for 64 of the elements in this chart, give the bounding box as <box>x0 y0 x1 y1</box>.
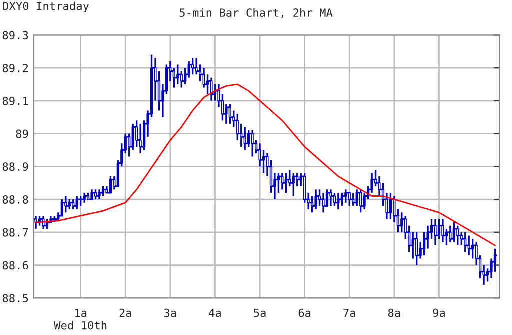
candlestick <box>138 123 143 154</box>
x-tick-label: 6a <box>298 308 311 318</box>
x-tick-label: 4a <box>209 308 221 318</box>
candlestick <box>314 188 318 210</box>
x-tick-label: 9a <box>433 308 445 318</box>
y-tick-label: 89.3 <box>2 31 28 40</box>
line-series <box>35 84 496 246</box>
candlestick <box>209 77 214 102</box>
candlestick <box>90 188 94 200</box>
candlestick <box>452 222 456 244</box>
candlestick <box>67 198 72 210</box>
x-tick-label: 1a Wed 10th <box>54 308 107 330</box>
candlestick <box>291 172 296 198</box>
candlestick <box>108 176 113 194</box>
y-tick-label: 88.9 <box>2 162 28 172</box>
candlestick <box>340 192 344 207</box>
candlestick <box>388 192 393 220</box>
candlestick <box>41 215 46 230</box>
candlestick <box>456 224 460 246</box>
x-tick-label: 3a <box>164 308 176 318</box>
candlestick <box>328 188 334 207</box>
candlestick <box>332 192 337 207</box>
candlestick <box>34 215 38 230</box>
candlestick <box>74 195 80 210</box>
candlestick <box>358 188 364 214</box>
candlestick <box>440 218 446 244</box>
candlestick <box>71 198 76 210</box>
y-tick-label: 88.7 <box>2 228 28 237</box>
candlestick <box>97 188 102 200</box>
candlestick <box>344 188 348 204</box>
x-tick-label: 8a <box>388 308 400 318</box>
candlestick <box>466 234 472 256</box>
candlestick <box>448 224 453 244</box>
candlestick <box>176 64 180 86</box>
candlestick <box>190 57 196 76</box>
candlestick <box>433 218 438 246</box>
candlestick <box>414 232 420 266</box>
candlestick <box>82 192 87 204</box>
candlestick <box>64 195 68 214</box>
candlestick <box>321 192 326 214</box>
candlestick <box>228 103 232 125</box>
y-tick-label: 89.1 <box>2 96 28 106</box>
candlestick <box>336 192 341 210</box>
y-tick-label: 88.6 <box>2 261 28 270</box>
candlestick <box>280 172 285 191</box>
y-tick-label: 88.5 <box>2 294 28 303</box>
y-tick-label: 88.8 <box>2 196 28 204</box>
candlestick <box>250 130 255 158</box>
y-tick-label: 89.2 <box>2 64 28 72</box>
chart-title: 5-min Bar Chart, 2hr MA <box>180 8 333 18</box>
candlestick <box>463 232 468 253</box>
candlestick <box>101 186 106 198</box>
candlestick <box>94 188 98 200</box>
x-tick-label: 5a <box>254 308 266 318</box>
candlestick <box>242 126 248 152</box>
x-tick-label: 7a <box>344 308 356 318</box>
x-tick-label: 2a <box>120 308 132 318</box>
candlestick <box>60 198 64 217</box>
candlestick <box>86 192 90 200</box>
candlestick <box>284 172 288 194</box>
y-tick-label: 89 <box>16 130 28 138</box>
text: DXY0 Intraday <box>3 2 90 12</box>
candlestick <box>351 192 356 207</box>
candlestick <box>347 192 352 207</box>
